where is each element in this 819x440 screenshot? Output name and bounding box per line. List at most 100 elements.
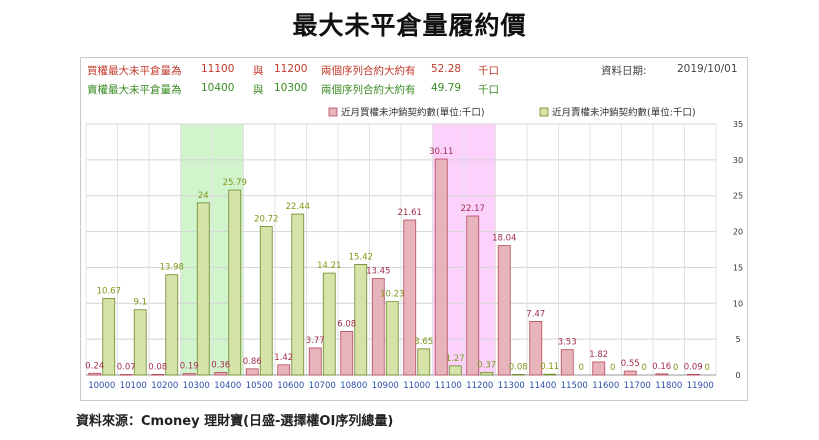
y-tick-label: 35 (733, 120, 743, 129)
put-unit: 千口 (478, 84, 499, 96)
put-bar (511, 374, 525, 376)
call-bar (340, 330, 354, 376)
x-tick-label: 11300 (498, 381, 525, 391)
x-tick-label: 11400 (529, 381, 556, 391)
y-tick-label: 20 (733, 228, 743, 237)
call-max-label: 買權最大未平倉量為 (87, 65, 182, 77)
put-data-label: 10.23 (380, 290, 404, 300)
x-tick-label: 10900 (372, 381, 399, 391)
call-data-label: 21.61 (398, 208, 422, 218)
source-note: 資料來源：Cmoney 理財寶(日盛-選擇權OI序列總量) (76, 414, 394, 429)
call-bar (277, 364, 291, 376)
call-data-label: 22.17 (461, 204, 485, 214)
x-tick-label: 10600 (277, 381, 304, 391)
put-desc: 兩個序列合約大約有 (321, 84, 416, 96)
call-bar (88, 372, 102, 376)
put-bar (354, 264, 368, 376)
put-bar (417, 348, 431, 376)
put-bar (133, 309, 147, 376)
call-data-label: 0.19 (180, 362, 199, 372)
legend-call-swatch (328, 107, 338, 117)
call-bar (245, 368, 259, 376)
date-value: 2019/10/01 (677, 63, 738, 75)
put-data-label: 0.11 (540, 362, 559, 372)
x-tick-label: 10400 (214, 381, 241, 391)
call-unit: 千口 (478, 65, 499, 77)
call-bar (182, 373, 196, 376)
y-tick-label: 15 (733, 263, 743, 272)
put-data-label: 0 (705, 363, 710, 373)
call-data-label: 0.24 (85, 361, 104, 371)
call-data-label: 1.82 (589, 350, 608, 360)
put-bar (196, 202, 210, 376)
call-bar (308, 347, 322, 376)
call-data-label: 6.08 (337, 319, 356, 329)
call-bar (214, 372, 228, 376)
put-data-label: 9.1 (133, 298, 147, 308)
call-bar (686, 373, 700, 376)
call-data-label: 13.45 (366, 267, 390, 277)
put-data-label: 0 (610, 363, 615, 373)
legend-put-swatch (539, 107, 549, 117)
call-data-label: 30.11 (429, 147, 453, 157)
call-desc: 兩個序列合約大約有 (321, 65, 416, 77)
put-max-label: 賣權最大未平倉量為 (87, 84, 182, 96)
put-bar (385, 301, 399, 376)
x-tick-label: 11000 (403, 381, 430, 391)
x-tick-label: 10100 (120, 381, 147, 391)
call-bar (371, 278, 385, 376)
call-data-label: 3.53 (558, 338, 577, 348)
put-data-label: 3.65 (414, 337, 433, 347)
put-data-label: 1.27 (446, 354, 465, 364)
call-data-label: 0.07 (117, 362, 136, 372)
put-strike-1: 10400 (201, 82, 235, 94)
page-title: 最大未平倉量履約價 (292, 11, 527, 40)
put-bar (259, 226, 273, 376)
call-data-label: 7.47 (526, 309, 545, 319)
put-bar (228, 189, 242, 376)
x-tick-label: 11500 (561, 381, 588, 391)
call-bar (119, 374, 133, 376)
call-data-label: 0.09 (684, 362, 703, 372)
x-tick-label: 10700 (309, 381, 336, 391)
put-strike-2: 10300 (274, 82, 308, 94)
call-bar (434, 158, 448, 376)
call-total-value: 52.28 (431, 63, 462, 75)
call-bar (560, 349, 574, 376)
put-bar (102, 298, 116, 376)
call-data-label: 0.55 (621, 359, 640, 369)
put-data-label: 0.37 (477, 360, 496, 370)
y-tick-label: 5 (735, 335, 740, 344)
put-data-label: 20.72 (254, 214, 278, 224)
x-tick-label: 11900 (687, 381, 714, 391)
call-bar (655, 373, 669, 376)
call-data-label: 18.04 (492, 234, 516, 244)
call-data-label: 0.16 (652, 362, 671, 372)
y-tick-label: 25 (733, 192, 743, 201)
x-tick-label: 10800 (340, 381, 367, 391)
legend-put-label: 近月賣權未沖銷契約數(單位:千口) (552, 107, 696, 119)
put-conjunction: 與 (253, 84, 264, 96)
call-data-label: 3.77 (306, 336, 325, 346)
y-tick-label: 10 (733, 299, 743, 308)
put-total-value: 49.79 (431, 82, 462, 94)
x-tick-label: 11100 (435, 381, 462, 391)
y-tick-label: 0 (735, 371, 740, 380)
call-data-label: 0.08 (148, 362, 167, 372)
call-bar (151, 374, 165, 376)
put-data-label: 14.21 (317, 261, 341, 271)
put-data-label: 25.79 (223, 178, 247, 188)
x-tick-label: 10500 (246, 381, 273, 391)
x-tick-label: 11200 (466, 381, 493, 391)
y-tick-label: 30 (733, 156, 743, 165)
put-data-label: 0 (579, 363, 584, 373)
put-bar (291, 213, 305, 376)
x-tick-label: 10300 (183, 381, 210, 391)
put-bar (448, 365, 462, 376)
put-bar (322, 272, 336, 376)
put-data-label: 22.44 (286, 202, 310, 212)
call-strike-1: 11100 (201, 63, 235, 75)
put-bar (543, 373, 557, 376)
call-data-label: 1.42 (274, 353, 293, 363)
